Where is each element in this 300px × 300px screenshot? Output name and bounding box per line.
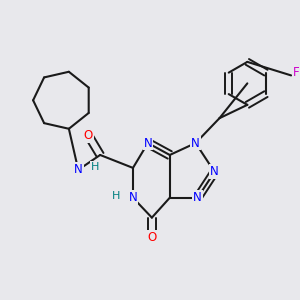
- Text: O: O: [84, 129, 93, 142]
- Text: F: F: [293, 66, 299, 79]
- Text: N: N: [191, 136, 200, 149]
- Text: N: N: [143, 136, 152, 149]
- Text: O: O: [147, 231, 157, 244]
- Text: N: N: [210, 165, 219, 178]
- Text: H: H: [91, 162, 99, 172]
- Text: N: N: [74, 164, 82, 176]
- Text: N: N: [193, 191, 202, 204]
- Text: N: N: [129, 191, 137, 204]
- Text: H: H: [112, 191, 121, 201]
